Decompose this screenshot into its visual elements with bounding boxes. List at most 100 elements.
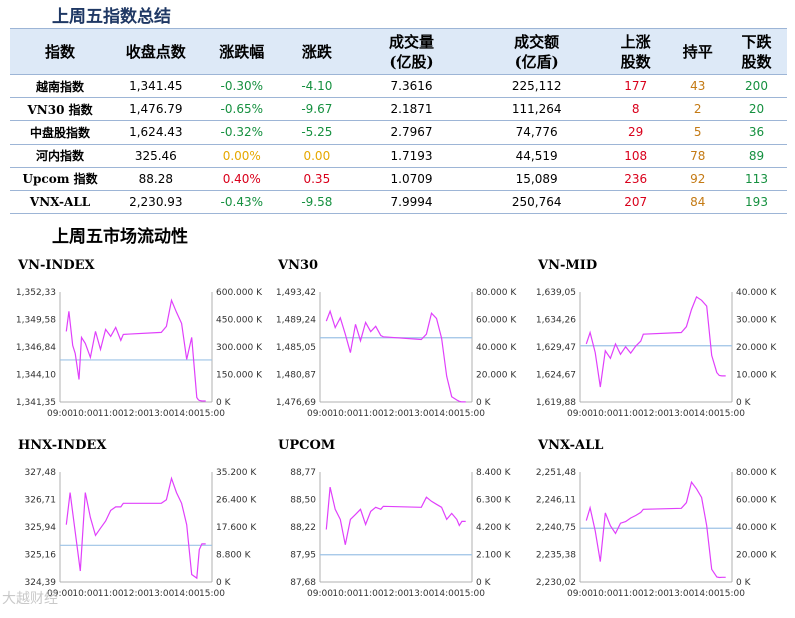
y-tick-label: 2,251,48 xyxy=(536,468,576,478)
y-tick-label: 1,493,42 xyxy=(276,288,316,298)
x-tick-label: 10:00 xyxy=(72,409,98,419)
cell-chg: 0.00 xyxy=(282,144,352,168)
y-tick-label: 1,346,84 xyxy=(16,343,56,353)
x-tick-label: 14:00 xyxy=(434,409,460,419)
x-tick-label: 11:00 xyxy=(98,589,124,599)
x-tick-label: 15:00 xyxy=(199,589,225,599)
y2-tick-label: 40.000 K xyxy=(736,288,777,298)
x-tick-label: 09:00 xyxy=(47,589,73,599)
cell-name: Upcom 指数 xyxy=(10,167,111,191)
x-tick-label: 09:00 xyxy=(47,409,73,419)
table-row: Upcom 指数 88.28 0.40% 0.35 1.0709 15,089 236 92 1… xyxy=(10,167,787,191)
chart-1: VN30 1,493,42 1,489,24 1,485,05 1,480,87 1,47… xyxy=(270,258,532,433)
y-tick-label: 1,639,05 xyxy=(536,288,576,298)
cell-pct: -0.30% xyxy=(201,74,283,99)
cell-up: 8 xyxy=(601,97,670,122)
cell-pct: -0.43% xyxy=(201,190,283,215)
y-tick-label: 87,68 xyxy=(290,578,316,588)
series-line xyxy=(65,298,206,402)
y-tick-label: 1,349,58 xyxy=(16,316,56,326)
table-row: 中盘股指数 1,624.43 -0.32% -5.25 2.7967 74,776 29 5 3… xyxy=(10,120,787,145)
y2-tick-label: 80.000 K xyxy=(476,288,517,298)
cell-pct: 0.40% xyxy=(201,167,283,191)
y2-tick-label: 60.000 K xyxy=(476,316,517,326)
chart-svg: 2,251,48 2,246,11 2,240,75 2,235,38 2,230,02… xyxy=(536,468,777,599)
y-tick-label: 1,344,10 xyxy=(16,371,56,381)
watermark: 大越财经 xyxy=(2,591,58,607)
y2-tick-label: 17.600 K xyxy=(216,523,257,533)
header-cell: 涨跌 xyxy=(282,28,352,75)
header-cell: 上涨 股数 xyxy=(601,28,670,75)
y2-tick-label: 20.000 K xyxy=(736,551,777,561)
y2-tick-label: 300.000 K xyxy=(216,343,263,353)
header-cell: 成交量 (亿股) xyxy=(351,28,472,75)
y-tick-label: 1,341,35 xyxy=(16,398,56,408)
y2-tick-label: 0 K xyxy=(736,398,752,408)
y-tick-label: 2,230,02 xyxy=(536,578,576,588)
chart-title: VN30 xyxy=(278,258,319,273)
cell-flat: 78 xyxy=(669,144,726,168)
cell-val: 15,089 xyxy=(471,167,602,191)
header-cell: 下跌 股数 xyxy=(726,28,787,75)
cell-down: 89 xyxy=(726,144,787,168)
cell-close: 1,341.45 xyxy=(110,74,202,99)
y-tick-label: 1,624,67 xyxy=(536,371,576,381)
chart-svg: 1,352,33 1,349,58 1,346,84 1,344,10 1,341,35… xyxy=(16,288,263,419)
index-summary-table: 指数 收盘点数 涨跌幅 涨跌 成交量 (亿股) 成交额 (亿盾) 上涨 股数 持平 下跌 股数 … xyxy=(10,28,787,215)
table-row: VNX-ALL 2,230.93 -0.43% -9.58 7.9994 250,764 2… xyxy=(10,190,787,215)
x-tick-label: 14:00 xyxy=(174,589,200,599)
y-tick-label: 325,94 xyxy=(25,523,57,533)
x-tick-label: 14:00 xyxy=(694,589,720,599)
cell-chg: -9.67 xyxy=(282,97,352,122)
chart-svg: 1,639,05 1,634,26 1,629,47 1,624,67 1,619,88… xyxy=(536,288,777,419)
cell-down: 200 xyxy=(726,74,787,99)
cell-name: 中盘股指数 xyxy=(10,120,111,145)
header-cell: 持平 xyxy=(669,28,726,75)
chart-title: VN-MID xyxy=(538,258,598,273)
y2-tick-label: 600.000 K xyxy=(216,288,263,298)
x-tick-label: 09:00 xyxy=(567,409,593,419)
x-tick-label: 10:00 xyxy=(332,409,358,419)
cell-flat: 5 xyxy=(669,120,726,145)
header-cell: 指数 xyxy=(10,28,111,75)
cell-up: 177 xyxy=(601,74,670,99)
y-tick-label: 1,480,87 xyxy=(276,371,316,381)
cell-down: 20 xyxy=(726,97,787,122)
table-header-row: 指数 收盘点数 涨跌幅 涨跌 成交量 (亿股) 成交额 (亿盾) 上涨 股数 持平 下跌 股数 xyxy=(10,28,787,75)
series-line xyxy=(325,309,466,403)
cell-close: 88.28 xyxy=(110,167,202,191)
chart-title: UPCOM xyxy=(278,438,336,453)
cell-vol: 2.7967 xyxy=(351,120,472,145)
y2-tick-label: 20.000 K xyxy=(736,343,777,353)
x-tick-label: 15:00 xyxy=(459,409,485,419)
y-tick-label: 2,235,38 xyxy=(536,551,576,561)
chart-svg: 327,48 326,71 325,94 325,16 324,39 35.200 K 26… xyxy=(25,468,258,599)
y2-tick-label: 80.000 K xyxy=(736,468,777,478)
chart-4: UPCOM 88,77 88,50 88,22 87,95 87,68 8.400 K 6.3… xyxy=(270,438,532,613)
table-row: 河内指数 325.46 0.00% 0.00 1.7193 44,519 108 78 89 xyxy=(10,144,787,168)
cell-down: 193 xyxy=(726,190,787,215)
y-tick-label: 1,629,47 xyxy=(536,343,576,353)
cell-flat: 2 xyxy=(669,97,726,122)
y-tick-label: 1,489,24 xyxy=(276,316,316,326)
x-tick-label: 11:00 xyxy=(358,409,384,419)
chart-svg: 1,493,42 1,489,24 1,485,05 1,480,87 1,476,69… xyxy=(276,288,517,419)
cell-val: 111,264 xyxy=(471,97,602,122)
x-tick-label: 15:00 xyxy=(459,589,485,599)
header-cell: 收盘点数 xyxy=(110,28,202,75)
y2-tick-label: 30.000 K xyxy=(736,316,777,326)
cell-down: 113 xyxy=(726,167,787,191)
chart-3: HNX-INDEX 327,48 326,71 325,94 325,16 324,39 3… xyxy=(10,438,272,613)
cell-pct: -0.65% xyxy=(201,97,283,122)
cell-name: 越南指数 xyxy=(10,74,111,99)
x-tick-label: 11:00 xyxy=(618,409,644,419)
y2-tick-label: 0 K xyxy=(476,578,492,588)
x-tick-label: 11:00 xyxy=(358,589,384,599)
cell-vol: 7.9994 xyxy=(351,190,472,215)
liquidity-title: 上周五市场流动性 xyxy=(52,227,188,247)
y2-tick-label: 60.000 K xyxy=(736,496,777,506)
y2-tick-label: 40.000 K xyxy=(736,523,777,533)
y2-tick-label: 35.200 K xyxy=(216,468,257,478)
cell-val: 250,764 xyxy=(471,190,602,215)
y-tick-label: 2,246,11 xyxy=(536,496,576,506)
